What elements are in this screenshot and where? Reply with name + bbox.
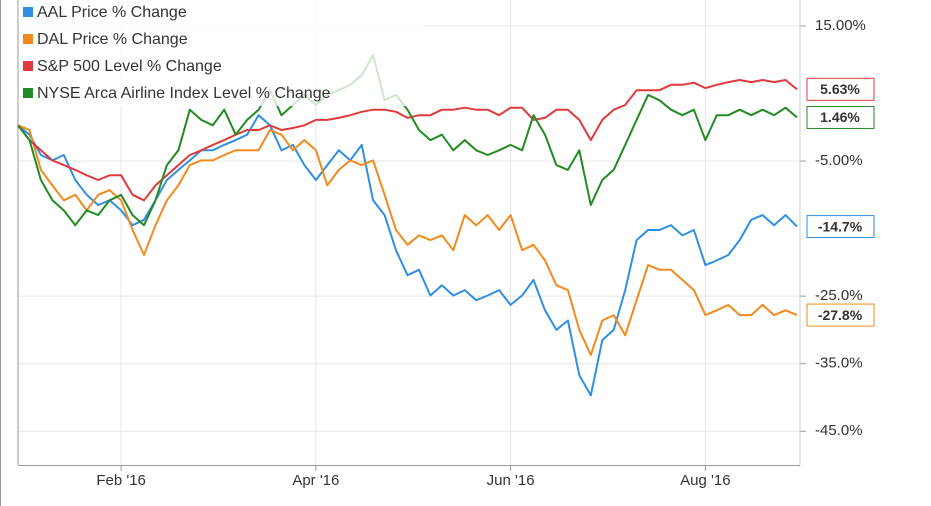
series-line — [17, 79, 798, 202]
legend: AAL Price % Change DAL Price % Change S&P … — [19, 0, 424, 106]
legend-label: NYSE Arca Airline Index Level % Change — [37, 85, 331, 102]
series-line — [17, 114, 798, 397]
end-label: 5.63% — [820, 81, 860, 97]
legend-label: AAL Price % Change — [37, 4, 187, 21]
x-tick-label: Apr '16 — [292, 472, 339, 489]
end-label-box — [806, 303, 875, 327]
y-tick-label: -35.0% — [815, 355, 863, 372]
legend-marker — [23, 61, 33, 71]
legend-marker — [23, 88, 33, 98]
legend-marker — [23, 34, 33, 44]
legend-background — [19, 0, 424, 106]
x-tick-label: Aug '16 — [680, 472, 730, 489]
legend-label: S&P 500 Level % Change — [37, 58, 222, 75]
end-label-box — [806, 215, 875, 239]
legend-marker — [23, 7, 33, 17]
end-label: 1.46% — [820, 109, 860, 125]
legend-label: DAL Price % Change — [37, 31, 188, 48]
y-tick-label: 15.00% — [815, 17, 866, 34]
end-label: -14.7% — [818, 218, 863, 234]
x-tick-label: Feb '16 — [96, 472, 146, 489]
series-line — [17, 54, 798, 227]
end-label-box — [806, 77, 875, 101]
y-tick-label: -45.0% — [815, 422, 863, 439]
end-label: -27.8% — [818, 307, 863, 323]
y-tick-label: -5.00% — [815, 152, 863, 169]
x-tick-label: Jun '16 — [487, 472, 535, 489]
end-label-box — [806, 105, 875, 129]
series-line — [17, 124, 798, 356]
y-tick-label: -25.0% — [815, 287, 863, 304]
